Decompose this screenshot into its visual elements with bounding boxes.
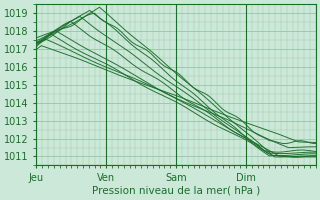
X-axis label: Pression niveau de la mer( hPa ): Pression niveau de la mer( hPa ) [92, 186, 260, 196]
